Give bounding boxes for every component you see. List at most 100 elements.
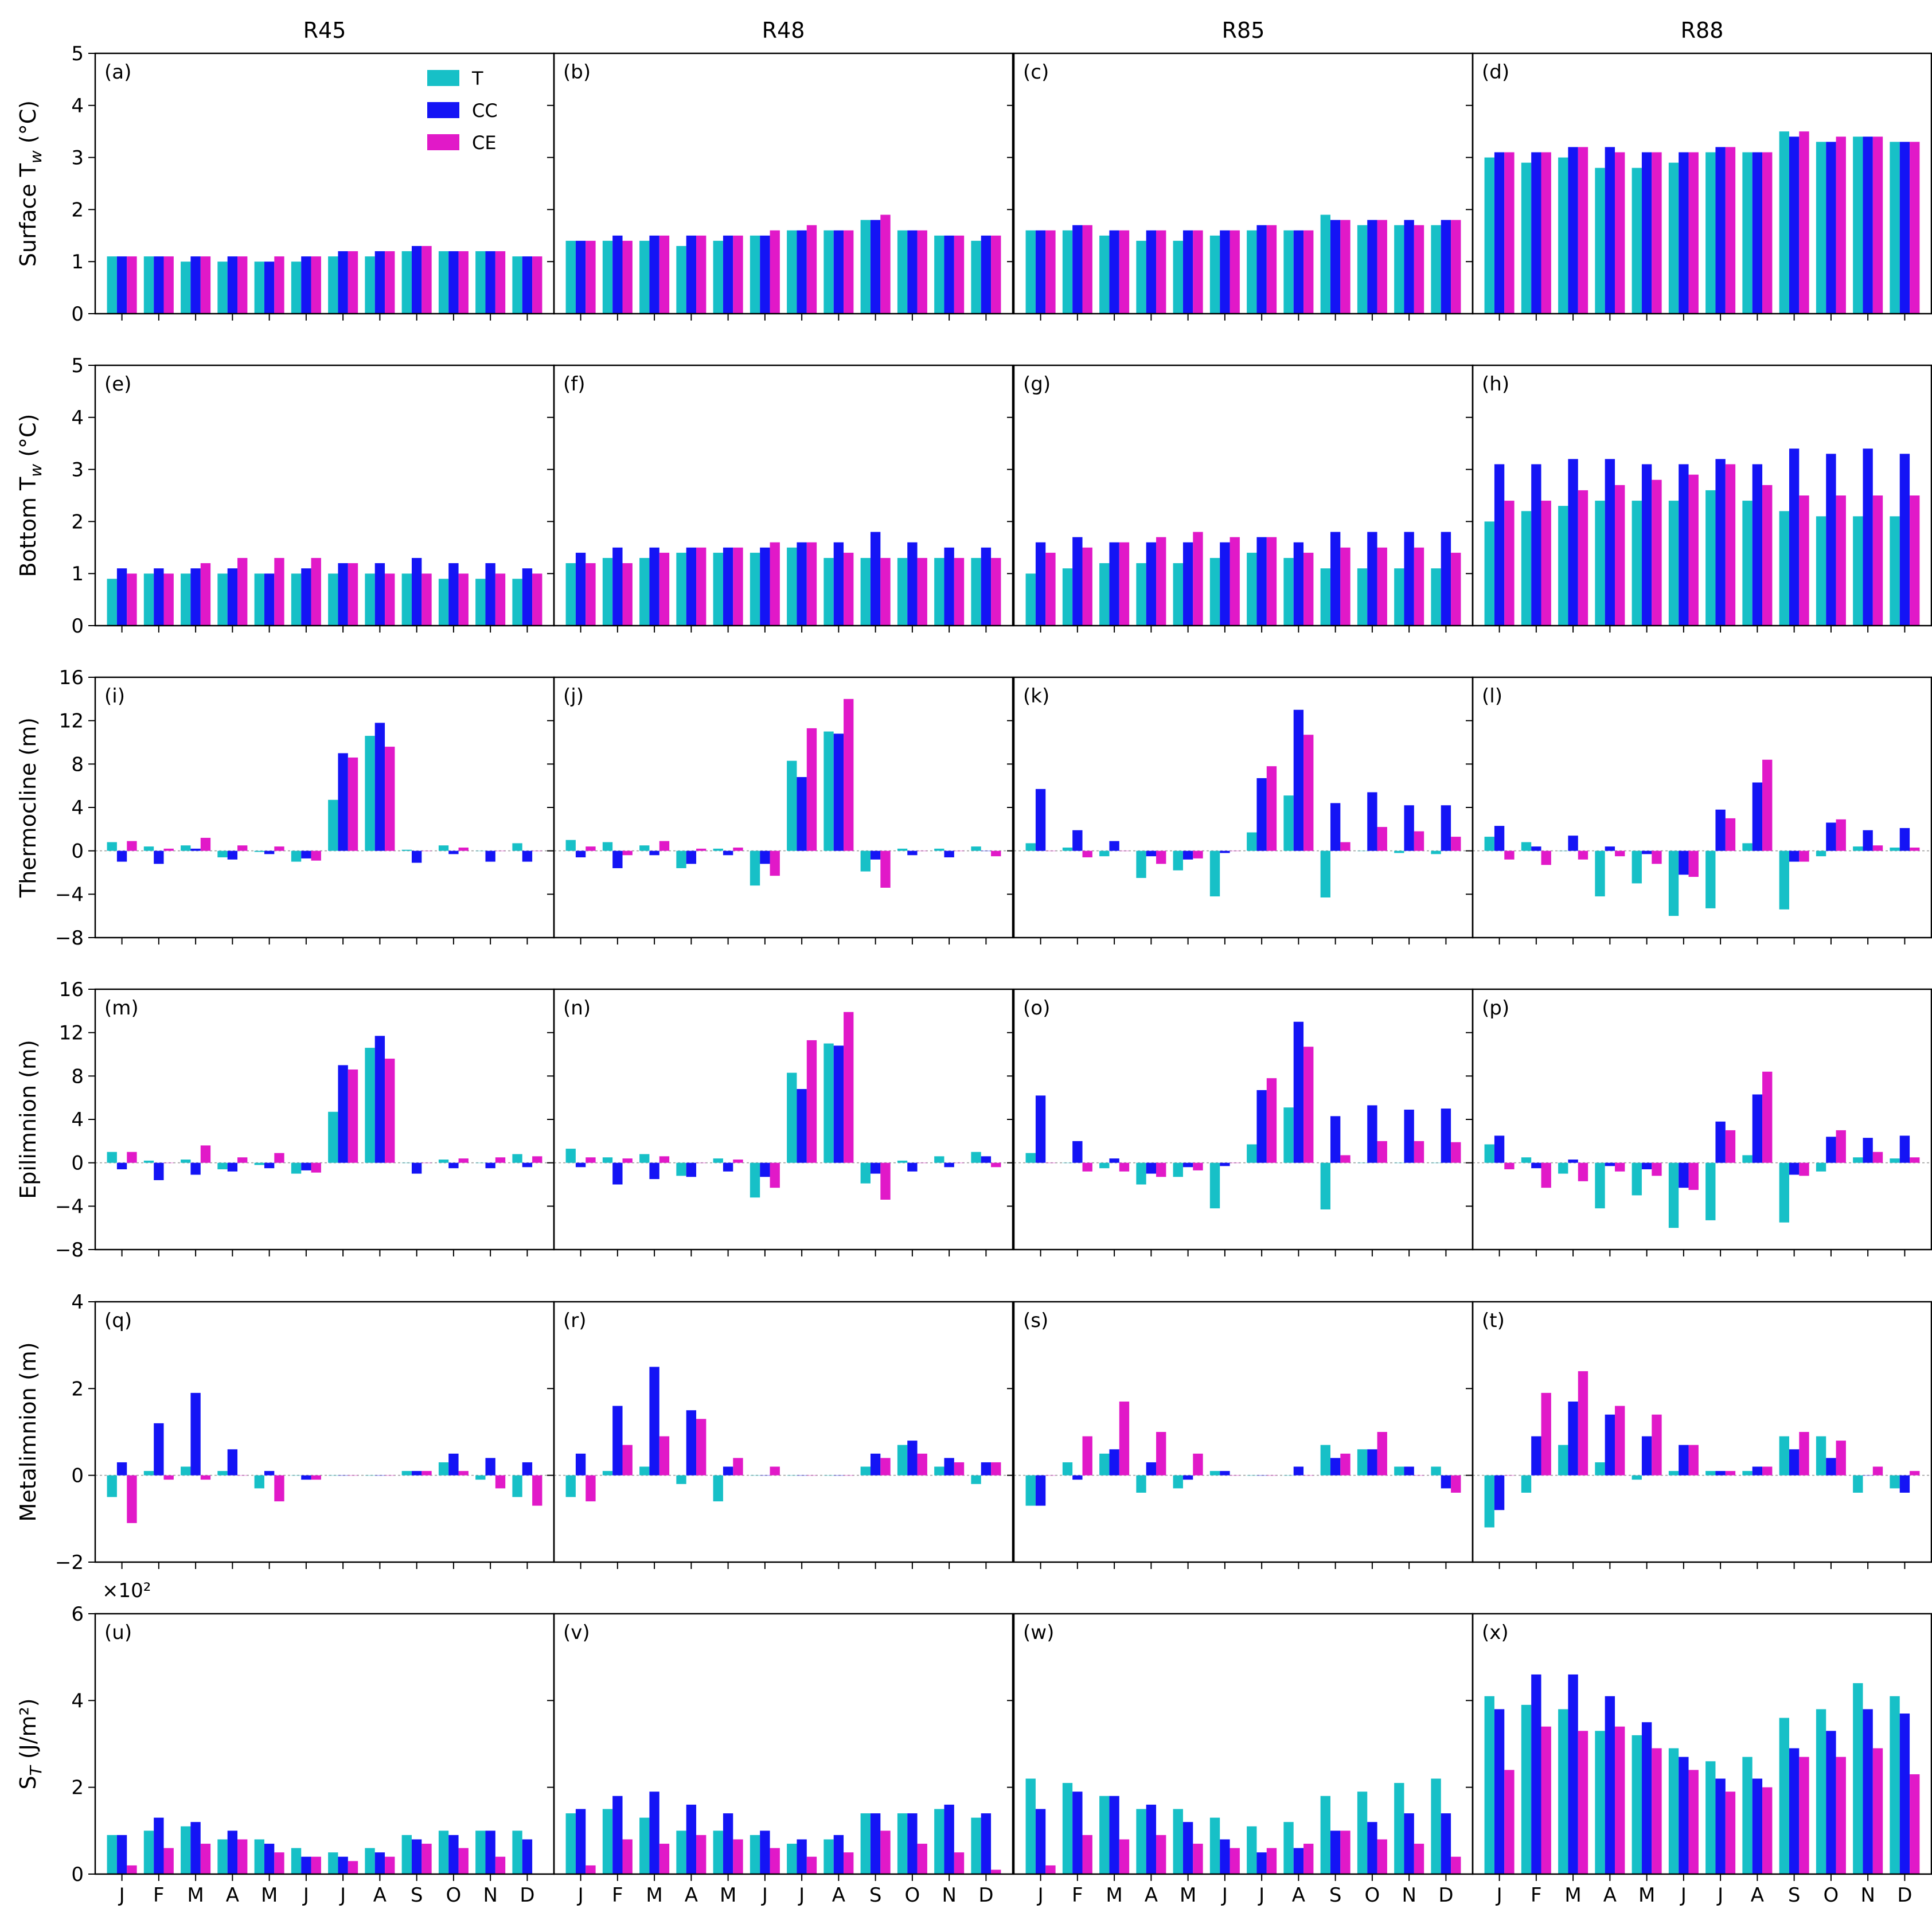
bar-t-5 (1209, 557, 1220, 626)
bar-cc-0 (575, 240, 586, 314)
bar-ce-2 (1578, 1731, 1588, 1874)
bar-cc-2 (1109, 1449, 1119, 1476)
panel-letter: (f) (563, 373, 586, 396)
bar-cc-6 (797, 1839, 807, 1874)
bar-t-11 (512, 579, 522, 626)
bar-t-11 (1431, 1162, 1441, 1164)
bar-t-0 (1484, 1696, 1494, 1874)
bar-ce-8 (1340, 547, 1351, 626)
bar-ce-6 (1266, 537, 1277, 626)
x-tick-label: F (1072, 1884, 1083, 1907)
bar-cc-11 (1441, 220, 1451, 314)
bar-ce-9 (458, 1471, 469, 1476)
bar-t-1 (1062, 1462, 1073, 1476)
bar-ce-3 (1615, 1162, 1625, 1172)
bar-ce-7 (1303, 552, 1314, 626)
x-tick-label: M (187, 1884, 204, 1907)
bar-ce-3 (696, 235, 707, 314)
panel-j: (j) (547, 676, 1014, 944)
legend-swatch-ce (427, 134, 459, 150)
bar-cc-4 (1182, 542, 1193, 626)
bar-ce-4 (274, 557, 284, 626)
bar-cc-3 (227, 1830, 238, 1874)
panel-letter: (p) (1482, 997, 1509, 1020)
bar-cc-8 (1330, 1458, 1341, 1476)
bar-t-0 (565, 240, 576, 314)
bar-cc-5 (301, 1856, 311, 1874)
panel-w: J F M A M J J A S O N D(w) (1007, 1613, 1474, 1907)
bar-ce-10 (495, 850, 506, 852)
bar-cc-8 (1789, 1748, 1800, 1874)
bar-t-4 (254, 261, 264, 314)
bar-cc-1 (612, 235, 623, 314)
bar-t-8 (401, 1835, 412, 1874)
bar-ce-0 (127, 573, 137, 626)
column-title-r88: R88 (1681, 18, 1724, 43)
x-tick-label: O (905, 1884, 920, 1907)
bar-ce-10 (1872, 1748, 1883, 1874)
bar-cc-9 (1826, 1137, 1836, 1163)
bar-ce-2 (200, 837, 211, 851)
bar-ce-0 (586, 1475, 596, 1502)
bar-t-6 (787, 547, 797, 626)
panel-m: −8 −4 0 4 8 12 16 (m) (55, 978, 555, 1262)
bar-t-2 (639, 557, 650, 626)
bar-t-1 (143, 573, 154, 626)
bar-cc-4 (1182, 850, 1193, 860)
bar-ce-3 (696, 1419, 707, 1476)
bar-ce-5 (311, 256, 321, 314)
bar-ce-3 (237, 1157, 248, 1163)
bar-cc-8 (411, 1162, 422, 1174)
bar-ce-5 (1230, 1848, 1240, 1874)
bar-t-7 (1742, 1757, 1753, 1874)
panel-letter: (a) (104, 61, 131, 84)
bar-t-4 (1173, 240, 1183, 314)
bar-t-3 (1595, 501, 1605, 626)
bar-cc-7 (374, 723, 385, 851)
bar-ce-8 (1799, 850, 1809, 862)
bar-ce-4 (274, 846, 284, 851)
bar-cc-0 (1035, 542, 1046, 626)
bar-t-10 (1394, 568, 1404, 626)
bar-ce-4 (1193, 532, 1203, 626)
bar-cc-10 (1404, 220, 1414, 314)
bar-t-7 (365, 256, 375, 314)
bar-ce-4 (1193, 850, 1203, 858)
bar-t-10 (475, 1475, 486, 1480)
x-tick-label: J (1221, 1884, 1228, 1907)
bar-cc-11 (1899, 828, 1910, 851)
axes-frame (1472, 1613, 1932, 1875)
bar-t-11 (1431, 1778, 1441, 1874)
bar-t-10 (475, 1830, 486, 1874)
panel-l: (l) (1466, 676, 1932, 944)
bar-t-6 (328, 1111, 338, 1163)
bar-ce-8 (1340, 1155, 1351, 1163)
bar-cc-11 (1899, 454, 1910, 626)
bar-ce-6 (806, 1040, 817, 1163)
bar-t-4 (1632, 1735, 1642, 1874)
bar-cc-10 (485, 1458, 495, 1476)
bar-ce-0 (1504, 152, 1515, 314)
panel-letter: (t) (1482, 1309, 1505, 1332)
bar-t-8 (860, 1162, 871, 1184)
bar-ce-1 (1541, 501, 1551, 626)
bar-t-7 (1283, 557, 1294, 626)
axes-frame (553, 988, 1014, 1251)
bar-cc-9 (1367, 1449, 1377, 1476)
y-tick-label: 0 (71, 1152, 84, 1175)
bar-ce-6 (1266, 225, 1277, 314)
bar-cc-9 (1826, 454, 1836, 626)
bar-ce-7 (385, 1059, 395, 1163)
bar-cc-7 (833, 1045, 844, 1163)
bar-ce-8 (880, 1830, 891, 1874)
bar-cc-5 (760, 1162, 770, 1177)
bar-ce-10 (495, 1856, 506, 1874)
bar-t-0 (107, 1152, 117, 1163)
bar-ce-5 (770, 1466, 780, 1476)
panel-letter: (w) (1023, 1621, 1054, 1644)
bar-ce-11 (1451, 837, 1461, 851)
bar-t-0 (107, 842, 117, 851)
bar-cc-1 (612, 1406, 623, 1476)
x-tick-label: A (1751, 1884, 1764, 1907)
bar-ce-4 (274, 1153, 284, 1163)
